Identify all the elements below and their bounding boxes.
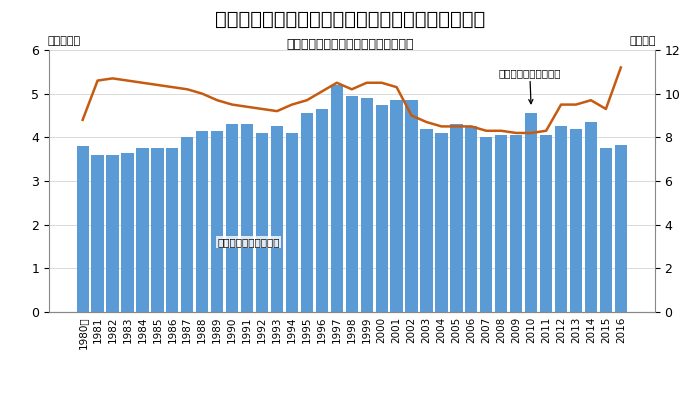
Bar [480, 137, 492, 312]
Bar [375, 104, 388, 312]
Text: 販売台数（左目盛り）: 販売台数（左目盛り） [217, 237, 280, 247]
Bar [360, 98, 373, 312]
Bar [570, 129, 582, 312]
Bar [76, 146, 89, 312]
Bar [450, 124, 463, 312]
Bar [226, 124, 238, 312]
Bar [92, 155, 104, 312]
Bar [316, 109, 328, 312]
Bar [555, 126, 567, 312]
Text: （百万台）: （百万台） [48, 36, 81, 46]
Bar [346, 96, 358, 312]
Bar [151, 148, 164, 312]
Bar [121, 153, 134, 312]
Bar [600, 148, 612, 312]
Bar [241, 124, 253, 312]
Bar [301, 113, 313, 312]
Bar [286, 133, 298, 312]
Bar [510, 135, 522, 312]
Bar [525, 113, 538, 312]
Bar [615, 145, 627, 312]
Bar [256, 133, 268, 312]
Bar [435, 133, 447, 312]
Text: 平均単価（右目盛り）: 平均単価（右目盛り） [498, 68, 561, 104]
Bar [495, 135, 508, 312]
Bar [330, 85, 343, 312]
Bar [136, 148, 148, 312]
Bar [405, 100, 418, 312]
Bar [166, 148, 179, 312]
Bar [106, 155, 119, 312]
Bar [391, 100, 402, 312]
Text: ～冷蔵庫の国内販売台数と平均単価～: ～冷蔵庫の国内販売台数と平均単価～ [286, 38, 414, 51]
Bar [421, 129, 433, 312]
Text: （万円）: （万円） [629, 36, 656, 46]
Bar [584, 122, 597, 312]
Bar [466, 126, 477, 312]
Bar [196, 131, 209, 312]
Bar [181, 137, 193, 312]
Bar [211, 131, 223, 312]
Bar [540, 135, 552, 312]
Text: 台数は頭打ちだが、大容量化で単価引き上げに成功: 台数は頭打ちだが、大容量化で単価引き上げに成功 [215, 10, 485, 29]
Bar [271, 126, 283, 312]
